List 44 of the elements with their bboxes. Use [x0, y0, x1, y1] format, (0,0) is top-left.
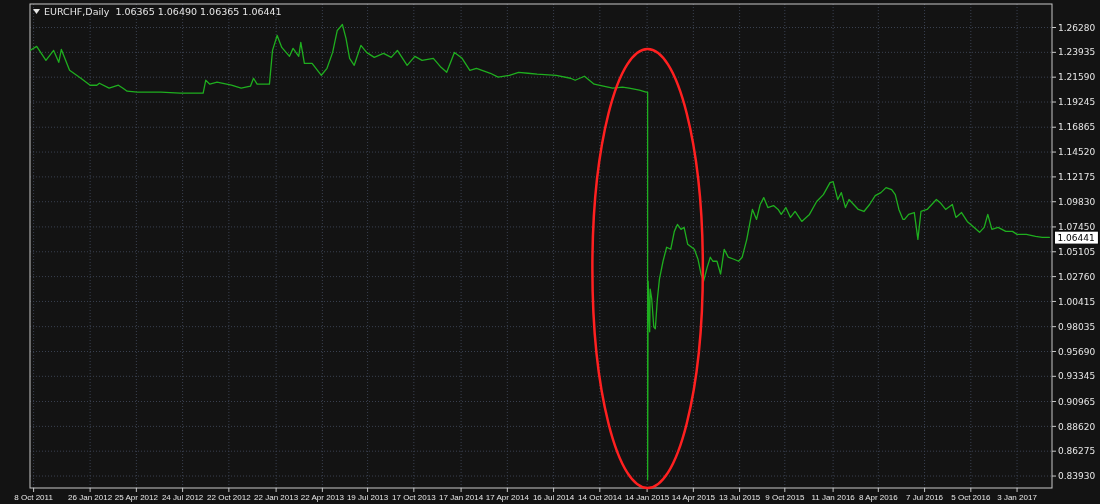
- x-tick-label: 8 Apr 2016: [858, 493, 899, 502]
- x-tick-label: 9 Oct 2015: [765, 493, 805, 502]
- y-tick-label: 0.93345: [1058, 371, 1096, 382]
- x-tick-label: 25 Apr 2012: [114, 493, 159, 502]
- x-tick-label: 13 Jul 2015: [718, 493, 761, 502]
- x-tick-label: 5 Oct 2016: [951, 493, 991, 502]
- y-tick-label: 0.86275: [1058, 446, 1096, 457]
- x-tick-label: 14 Oct 2014: [578, 493, 623, 502]
- x-tick-label: 3 Jan 2017: [997, 493, 1038, 502]
- y-tick-label: 0.95690: [1058, 346, 1096, 357]
- y-tick-label: 1.12175: [1058, 172, 1096, 183]
- y-tick-label: 0.83930: [1058, 471, 1096, 482]
- x-tick-label: 22 Jan 2013: [254, 493, 299, 502]
- x-tick-label: 26 Jan 2012: [68, 493, 113, 502]
- y-tick-label: 0.90965: [1058, 396, 1096, 407]
- y-tick-label: 1.07450: [1058, 222, 1096, 233]
- y-tick-label: 1.05105: [1058, 246, 1096, 257]
- x-tick-label: 11 Jan 2016: [811, 493, 856, 502]
- chart-title: EURCHF,Daily 1.06365 1.06490 1.06365 1.06441: [44, 6, 282, 17]
- y-tick-label: 0.98035: [1058, 321, 1096, 332]
- x-tick-label: 8 Oct 2011: [14, 493, 54, 502]
- annotation: 1.06441: [1057, 232, 1095, 243]
- y-tick-label: 1.02760: [1058, 271, 1096, 282]
- x-tick-label: 7 Jul 2016: [906, 493, 944, 502]
- y-tick-label: 1.14520: [1058, 147, 1096, 158]
- x-tick-label: 22 Oct 2012: [207, 493, 252, 502]
- x-tick-label: 22 Apr 2013: [300, 493, 345, 502]
- x-tick-label: 14 Apr 2015: [671, 493, 716, 502]
- y-tick-label: 1.26280: [1058, 22, 1096, 33]
- x-tick-label: 19 Jul 2013: [346, 493, 389, 502]
- y-tick-label: 1.09830: [1058, 196, 1096, 207]
- y-tick-label: 1.23935: [1058, 47, 1096, 58]
- line-series: [30, 23, 1051, 481]
- x-tick-label: 24 Jul 2012: [161, 493, 204, 502]
- y-tick-label: 1.19245: [1058, 97, 1096, 108]
- x-tick-label: 16 Jul 2014: [532, 493, 575, 502]
- x-tick-label: 17 Apr 2014: [485, 493, 530, 502]
- y-tick-label: 1.00415: [1058, 296, 1096, 307]
- y-tick-label: 0.88620: [1058, 421, 1096, 432]
- y-tick-label: 1.21590: [1058, 72, 1096, 83]
- x-tick-label: 17 Jan 2014: [439, 493, 484, 502]
- x-tick-label: 14 Jan 2015: [625, 493, 670, 502]
- y-tick-label: 1.16865: [1058, 122, 1096, 133]
- x-tick-label: 17 Oct 2013: [392, 493, 437, 502]
